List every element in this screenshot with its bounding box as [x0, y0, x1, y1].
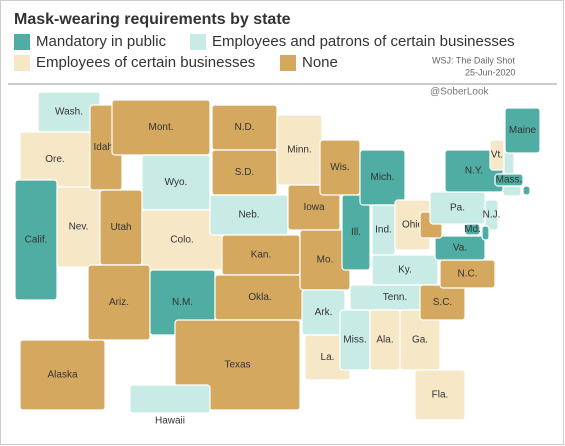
state-label: Ohio	[402, 220, 424, 231]
state-label: N.J.	[483, 210, 501, 221]
legend-swatch	[14, 55, 30, 71]
state-label: Ga.	[412, 335, 428, 346]
state	[504, 107, 541, 154]
state-label: Ore.	[45, 154, 64, 165]
state-label: Ark.	[315, 307, 333, 318]
state-label: Neb.	[238, 210, 259, 221]
source: WSJ: The Daily Shot	[432, 55, 515, 65]
title: Mask-wearing requirements by state	[14, 11, 291, 28]
state-label: N.M.	[172, 297, 193, 308]
state	[484, 199, 499, 231]
state-label: Minn.	[287, 145, 311, 156]
legend-swatch	[14, 34, 30, 50]
state	[19, 339, 106, 411]
legend-swatch	[280, 55, 296, 71]
state-label: Wis.	[330, 162, 349, 173]
state-label: Mo.	[317, 255, 334, 266]
state-label: Md.	[464, 224, 481, 235]
state	[434, 235, 486, 261]
state-label: La.	[321, 352, 335, 363]
state	[464, 223, 481, 236]
legend-swatch	[190, 34, 206, 50]
state-label: N.Y.	[465, 166, 483, 177]
state-label: Texas	[224, 360, 250, 371]
state	[522, 185, 531, 196]
state-label: S.C.	[433, 297, 452, 308]
state-label: Iowa	[303, 202, 325, 213]
state-label: Wash.	[55, 107, 83, 118]
state-label: Colo.	[170, 235, 193, 246]
state-label: Maine	[509, 125, 537, 136]
legend-label: Mandatory in public	[36, 33, 167, 50]
state-label: Idaho	[93, 142, 118, 153]
state-label: Ariz.	[109, 297, 129, 308]
state	[341, 194, 371, 271]
state	[502, 185, 522, 197]
state-label: Nev.	[69, 222, 89, 233]
state-label: Hawaii	[155, 416, 185, 427]
state-label: Calif.	[25, 235, 48, 246]
legend-label: None	[302, 54, 338, 71]
state-label: Tenn.	[383, 292, 407, 303]
state-label: Ill.	[351, 227, 361, 238]
state-label: Mich.	[371, 172, 395, 183]
credit: @SoberLook	[430, 87, 490, 98]
state-label: S.D.	[235, 167, 254, 178]
state-label: Mont.	[148, 122, 173, 133]
legend-label: Employees and patrons of certain busines…	[212, 33, 515, 50]
date: 25-Jun-2020	[465, 67, 516, 77]
state-label: Fla.	[432, 390, 449, 401]
state-label: N.D.	[235, 122, 255, 133]
state	[414, 369, 466, 421]
legend-label: Employees of certain businesses	[36, 54, 255, 71]
state-label: Vt.	[491, 150, 503, 161]
state-label: Okla.	[248, 292, 271, 303]
state-label: Ind.	[375, 225, 392, 236]
state	[481, 225, 490, 241]
state-label: Miss.	[343, 335, 366, 346]
state	[129, 384, 211, 414]
state-label: Ala.	[376, 335, 393, 346]
state-label: Wyo.	[165, 177, 188, 188]
state-label: N.C.	[458, 269, 478, 280]
state-label: Ky.	[398, 265, 412, 276]
state-label: Va.	[453, 243, 467, 254]
state	[444, 149, 504, 193]
state-label: Kan.	[251, 250, 272, 261]
state-label: Utah	[110, 222, 131, 233]
state-label: Pa.	[450, 203, 465, 214]
state-label: Mass.	[496, 175, 523, 186]
state-label: Alaska	[47, 370, 77, 381]
